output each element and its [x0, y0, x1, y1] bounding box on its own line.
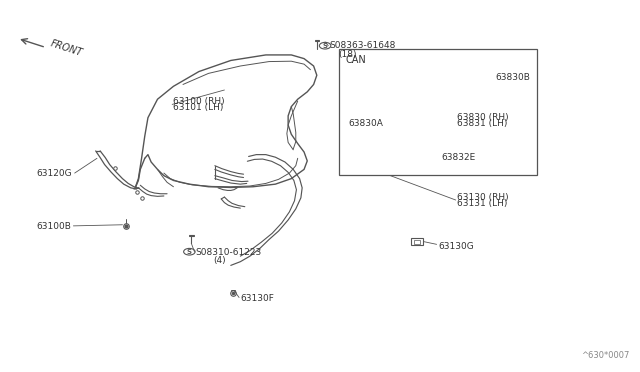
Text: ^630*0007: ^630*0007	[580, 350, 629, 359]
Text: S: S	[323, 43, 328, 49]
Text: S08363-61648: S08363-61648	[330, 41, 396, 50]
Text: 63830 (RH): 63830 (RH)	[457, 113, 509, 122]
Bar	[411, 238, 422, 245]
Text: 63120G: 63120G	[36, 169, 72, 177]
Text: (4): (4)	[214, 256, 226, 265]
Text: 63130 (RH): 63130 (RH)	[457, 193, 509, 202]
Text: 63830A: 63830A	[349, 119, 383, 128]
Text: 63101 (LH): 63101 (LH)	[173, 103, 224, 112]
Text: 63831 (LH): 63831 (LH)	[457, 119, 508, 128]
Text: 63130F: 63130F	[241, 294, 274, 303]
Text: (18): (18)	[338, 51, 356, 60]
Text: 63100B: 63100B	[36, 222, 71, 231]
Text: 63100 (RH): 63100 (RH)	[173, 97, 225, 106]
Bar	[339, 49, 537, 175]
Text: FRONT: FRONT	[49, 39, 84, 58]
Text: 63130G: 63130G	[438, 243, 474, 251]
Text: 63131 (LH): 63131 (LH)	[457, 199, 508, 208]
Text: 63830B: 63830B	[495, 73, 530, 81]
Text: S08310-61223: S08310-61223	[196, 248, 262, 257]
Text: 63832E: 63832E	[441, 153, 476, 162]
Text: S: S	[187, 249, 192, 255]
Bar	[413, 240, 420, 244]
Text: CAN: CAN	[346, 55, 366, 65]
